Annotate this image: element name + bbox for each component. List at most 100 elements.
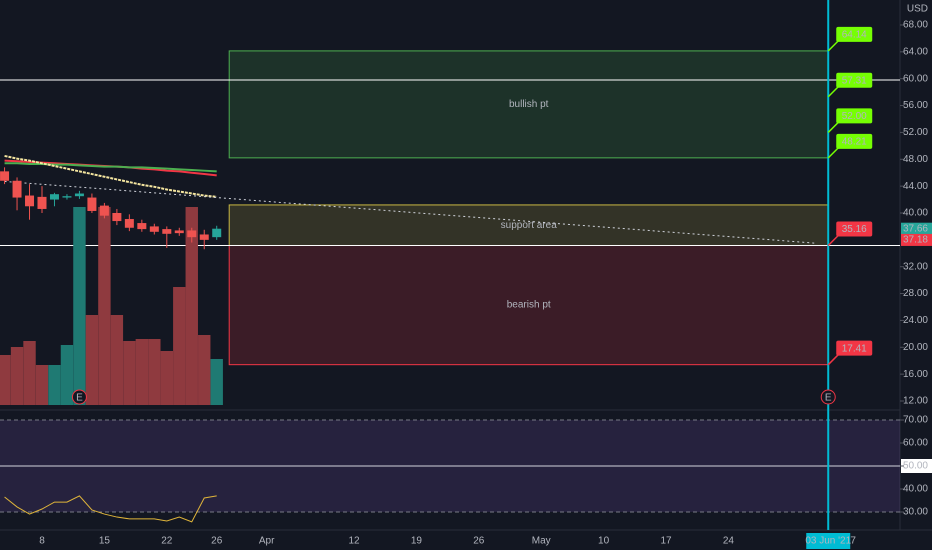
zone-label: bullish pt xyxy=(509,99,549,110)
callout-pointer xyxy=(827,40,839,52)
earnings-marker xyxy=(71,389,87,405)
y-tick-label: 64.00 xyxy=(903,46,928,57)
y-tick-label: 48.00 xyxy=(903,154,928,165)
moving-average xyxy=(4,162,217,173)
moving-average xyxy=(4,154,217,198)
callout-box xyxy=(836,72,873,88)
volume-bar xyxy=(160,351,173,405)
volume-bar xyxy=(198,335,211,405)
callout-box xyxy=(836,26,873,42)
rsi-tick-label: 40.00 xyxy=(903,484,928,495)
callout-pointer xyxy=(827,147,839,159)
candle-body xyxy=(99,205,109,216)
candle-body xyxy=(199,234,209,240)
x-tick-label: 26 xyxy=(473,536,485,547)
callout-pointer xyxy=(827,234,839,247)
y-tick-label: 24.00 xyxy=(903,315,928,326)
x-tick-label: Apr xyxy=(259,536,275,547)
volume-bar xyxy=(60,345,74,405)
callout-label: 48.21 xyxy=(842,137,867,148)
y-tick-label: 16.00 xyxy=(903,369,928,380)
candle-body xyxy=(162,229,172,234)
x-tick-label: 19 xyxy=(411,536,423,547)
rsi-tick-label: 70.00 xyxy=(903,415,928,426)
price-label-box xyxy=(901,233,932,246)
callout-label: 52.00 xyxy=(842,111,867,122)
volume-bar xyxy=(185,207,198,405)
x-tick-label: 17 xyxy=(660,536,672,547)
volume-bar xyxy=(98,207,111,405)
callout-label: 35.16 xyxy=(842,224,867,235)
candle-body xyxy=(0,171,10,181)
callout-label: 64.14 xyxy=(842,30,867,41)
y-tick-label: 44.00 xyxy=(903,181,928,192)
rsi-tick-highlight xyxy=(901,458,932,473)
x-tick-label: 8 xyxy=(39,536,45,547)
volume-bar xyxy=(110,315,124,405)
price-label-box xyxy=(901,222,932,235)
volume-bar xyxy=(10,347,24,405)
candle-body xyxy=(187,230,197,238)
callout-box xyxy=(836,108,873,124)
x-tick-label: 03 Jun '21 xyxy=(805,536,851,547)
y-tick-label: 40.00 xyxy=(903,208,928,219)
y-tick-label: 52.00 xyxy=(903,127,928,138)
candle-body xyxy=(74,193,84,197)
zone xyxy=(228,204,829,246)
callout-pointer xyxy=(827,354,839,366)
trendline xyxy=(4,180,816,244)
y-tick-label: 56.00 xyxy=(903,100,928,111)
candle-body xyxy=(37,196,47,209)
x-tick-highlight xyxy=(806,533,851,549)
callout-pointer xyxy=(827,121,839,133)
y-tick-label: 32.00 xyxy=(903,261,928,272)
callout-box xyxy=(836,340,873,356)
currency: USD xyxy=(907,4,928,15)
y-tick-label: 20.00 xyxy=(903,342,928,353)
candle-body xyxy=(12,180,22,198)
volume-bar xyxy=(0,355,11,405)
volume-bar xyxy=(73,207,86,405)
x-tick-label: May xyxy=(532,536,551,547)
zone xyxy=(228,244,829,366)
price-label: 37.18 xyxy=(903,235,928,246)
callout-pointer xyxy=(827,86,839,98)
volume-bar xyxy=(148,339,161,405)
callout-box xyxy=(836,221,873,237)
price-label: 37.66 xyxy=(903,223,928,234)
x-tick-label: 10 xyxy=(598,536,610,547)
volume-bar xyxy=(135,339,149,405)
rsi-line xyxy=(4,495,217,523)
volume-bar xyxy=(173,287,186,405)
candle-body xyxy=(112,212,122,222)
callout-label: 17.41 xyxy=(842,343,867,354)
candle-body xyxy=(212,228,222,238)
volume-bar xyxy=(210,359,223,405)
candle-body xyxy=(87,197,97,211)
candle-body xyxy=(174,230,184,234)
rsi-tick-label: 60.00 xyxy=(903,438,928,449)
x-tick-label: 12 xyxy=(348,536,360,547)
candle-body xyxy=(25,195,35,207)
rsi-tick-label: 50.00 xyxy=(903,461,928,472)
x-tick-label: 26 xyxy=(211,536,223,547)
volume-bar xyxy=(85,315,99,405)
candle-body xyxy=(137,223,147,230)
volume-bar xyxy=(23,341,36,405)
candle-body xyxy=(124,219,134,228)
volume-bar xyxy=(48,365,61,405)
candle-body xyxy=(49,194,59,200)
x-tick-label: 7 xyxy=(850,536,856,547)
callout-box xyxy=(836,133,873,149)
zone-label: bearish pt xyxy=(507,300,551,311)
volume-bar xyxy=(35,365,49,405)
candle-body xyxy=(149,226,159,232)
earnings-marker xyxy=(820,389,836,405)
volume-bar xyxy=(123,341,136,405)
earnings-label: E xyxy=(76,393,83,404)
x-tick-label: 24 xyxy=(723,536,735,547)
rsi-tick-label: 30.00 xyxy=(903,507,928,518)
